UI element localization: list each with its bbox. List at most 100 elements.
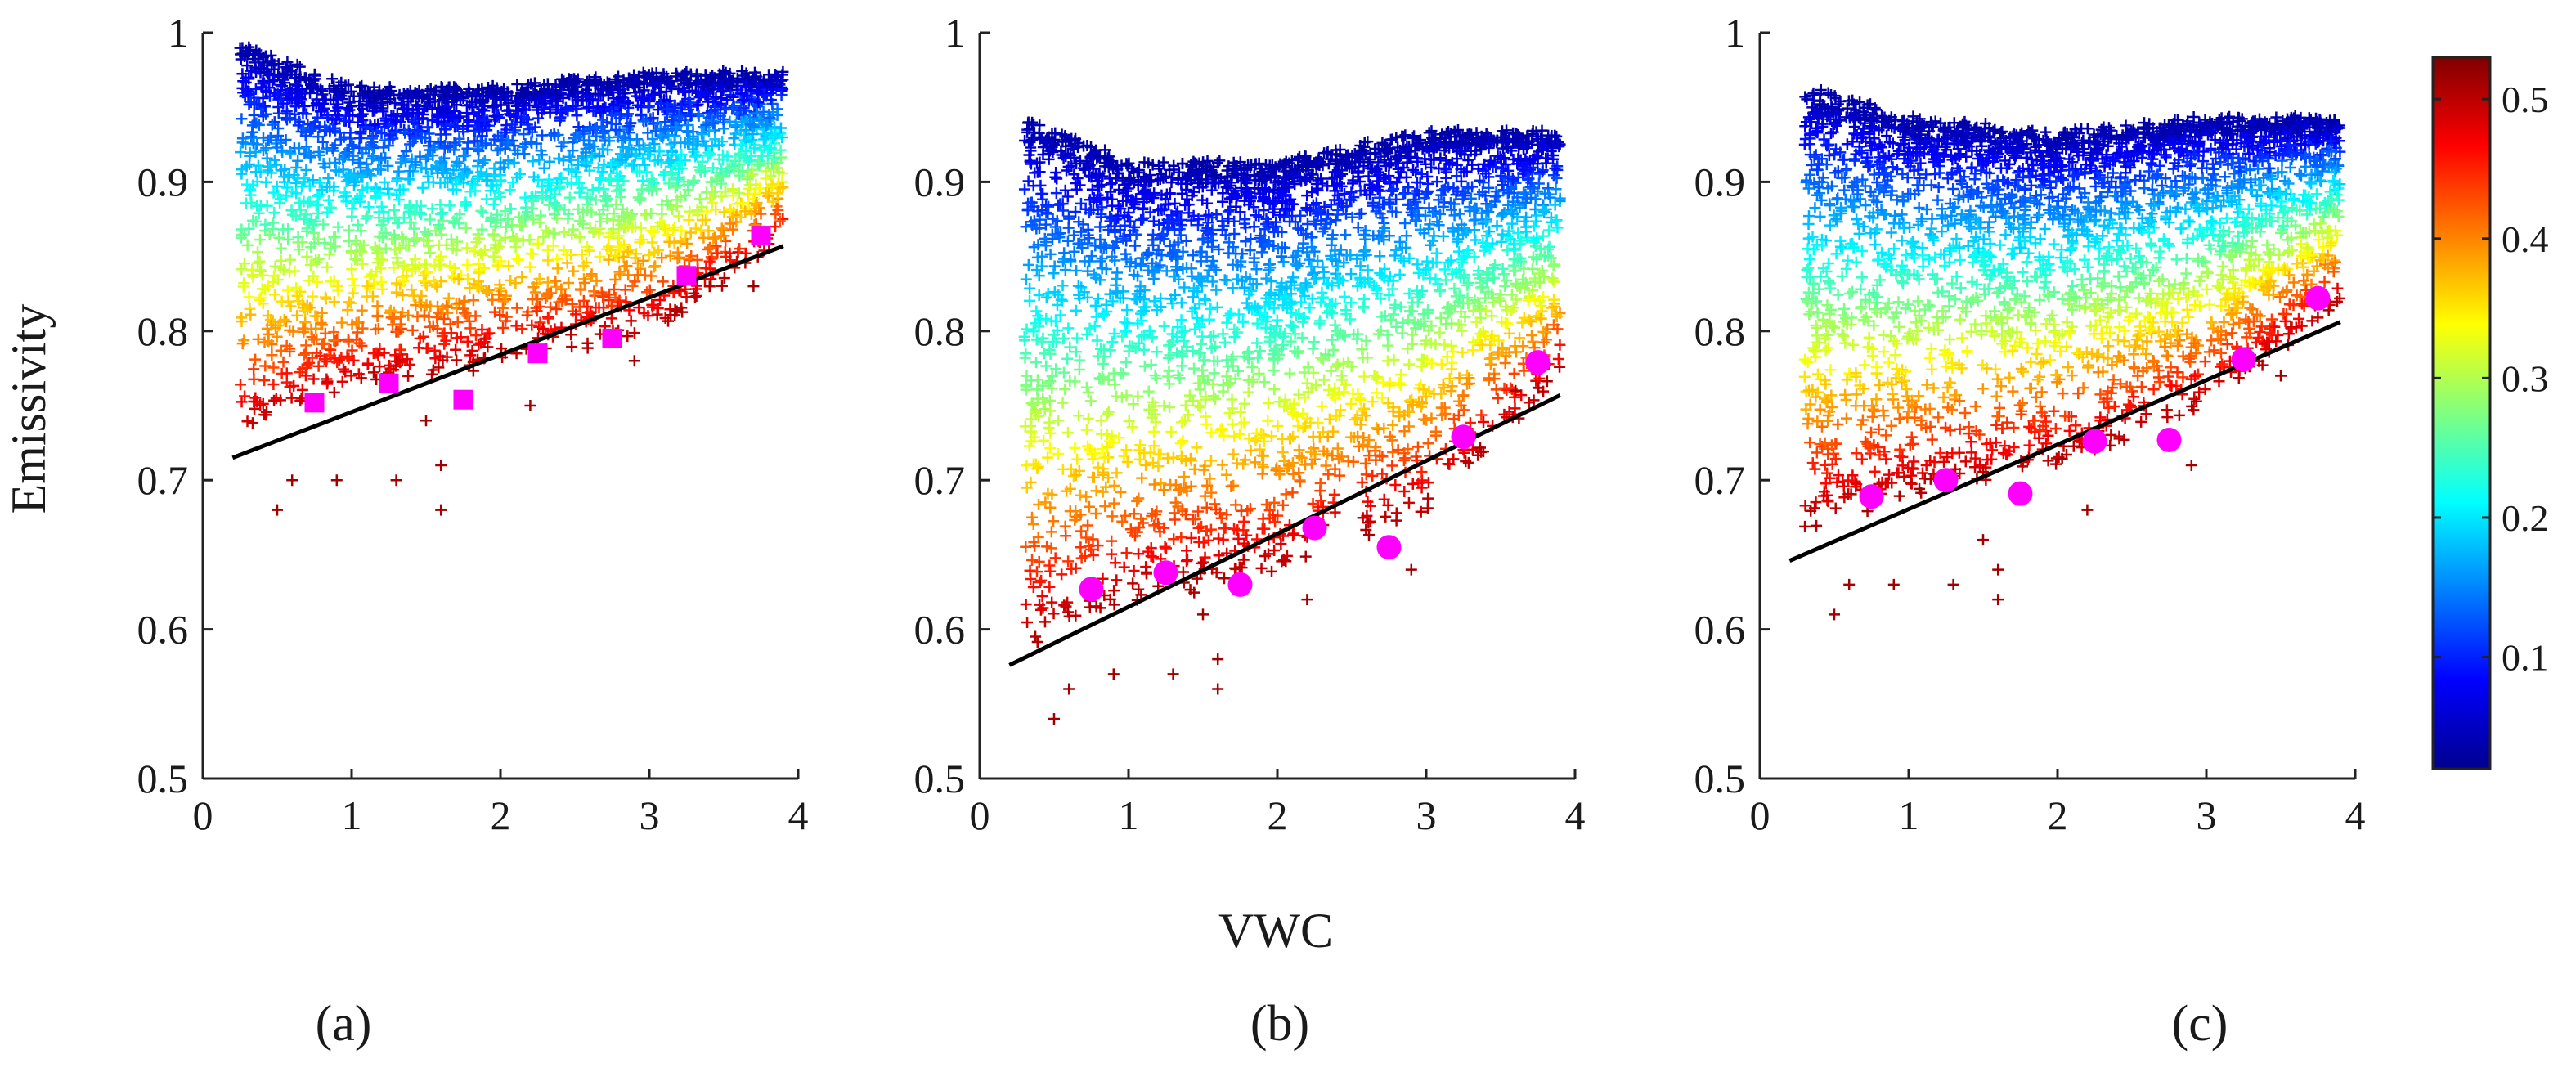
scatter-point-a [406,284,418,296]
scatter-point-b [1348,455,1359,468]
scatter-point-a [526,319,538,331]
scatter-point-b [1148,425,1160,438]
scatter-point-a [739,247,752,259]
scatter-point-a [292,155,304,167]
scatter-point-b [1111,390,1123,402]
scatter-point-a [260,176,272,188]
x-tick-label-a: 0 [193,792,213,838]
scatter-point-b [1021,617,1034,629]
scatter-point-a [236,396,248,408]
scatter-point-a [612,173,624,186]
scatter-point-a [565,154,577,166]
scatter-point-b [1026,554,1039,566]
scatter-point-a [464,322,477,334]
scatter-point-a [248,373,260,385]
scatter-point-b [1259,376,1271,388]
outlier-point-a [747,280,760,293]
scatter-point-a [656,208,668,220]
scatter-point-a [300,164,312,177]
scatter-point-b [1339,290,1351,303]
scatter-point-a [566,341,578,353]
scatter-point-b [1058,247,1070,259]
scatter-point-b [1542,224,1555,236]
scatter-point-b [1277,499,1289,511]
scatter-point-a [516,271,528,283]
outlier-point-a [272,504,283,516]
scatter-point-a [332,221,344,233]
scatter-point-a [246,417,258,429]
scatter-point-a [420,258,432,271]
scatter-point-a [567,223,579,236]
scatter-point-b [1181,554,1193,566]
scatter-point-b [1396,327,1408,339]
scatter-point-a [524,261,536,273]
scatter-point-a [406,324,419,336]
scatter-point-a [477,206,489,218]
scatter-point-a [335,316,348,329]
scatter-point-b [1138,360,1151,372]
scatter-point-b [1043,559,1056,572]
scatter-point-b [1151,346,1163,358]
scatter-point-a [328,386,340,398]
scatter-cloud-a [234,41,789,516]
scatter-point-a [374,361,386,373]
scatter-point-b [1075,489,1087,501]
scatter-point-b [1287,321,1299,334]
scatter-point-b [1021,323,1033,335]
y-tick-label-a: 0.6 [137,607,189,653]
scatter-point-a [693,193,706,205]
y-tick-label-a: 1 [168,10,188,56]
scatter-point-a [300,141,312,153]
x-tick-label-a: 3 [640,792,660,838]
mean-marker-a [602,328,622,348]
scatter-point-b [1294,476,1306,488]
scatter-point-b [1284,216,1296,228]
scatter-point-a [529,286,541,298]
scatter-point-b [1061,191,1074,203]
scatter-point-b [1208,330,1220,342]
scatter-point-b [1148,478,1160,491]
scatter-point-b [1411,441,1424,453]
scatter-point-b [1061,352,1074,365]
scatter-point-b [1052,447,1064,460]
scatter-point-b [1410,166,1422,178]
scatter-point-a [612,232,624,245]
scatter-point-a [266,349,278,361]
scatter-point-b [1211,301,1223,313]
scatter-point-b [1168,533,1180,545]
scatter-point-a [252,333,264,345]
scatter-point-a [336,375,348,388]
scatter-point-a [450,343,462,356]
scatter-point-b [1021,460,1033,472]
scatter-point-a [445,233,457,245]
scatter-point-b [1177,435,1189,447]
scatter-point-a [393,165,405,177]
scatter-point-b [1277,446,1289,459]
scatter-point-b [1040,312,1052,325]
scatter-point-b [1133,492,1145,505]
scatter-point-b [1416,466,1428,478]
scatter-point-b [1236,562,1248,574]
scatter-point-b [1140,459,1152,471]
scatter-point-a [360,213,372,225]
scatter-point-a [376,283,388,295]
scatter-point-b [1180,235,1192,247]
scatter-point-b [1033,270,1045,282]
scatter-point-a [451,316,464,329]
scatter-point-a [237,280,249,293]
panel-label-a: (a) [316,996,372,1052]
scatter-point-b [1080,424,1093,436]
scatter-point-b [1136,472,1148,484]
scatter-point-b [1080,381,1093,393]
scatter-point-a [625,315,637,327]
scatter-point-b [1020,599,1032,611]
scatter-point-b [1196,364,1209,376]
scatter-point-b [1272,420,1284,433]
scatter-point-a [702,150,714,162]
scatter-point-b [1082,412,1094,424]
scatter-point-a [586,183,599,195]
scatter-point-a [404,138,416,150]
scatter-point-b [1225,480,1237,492]
scatter-point-b [1488,373,1501,385]
scatter-point-a [542,254,554,267]
